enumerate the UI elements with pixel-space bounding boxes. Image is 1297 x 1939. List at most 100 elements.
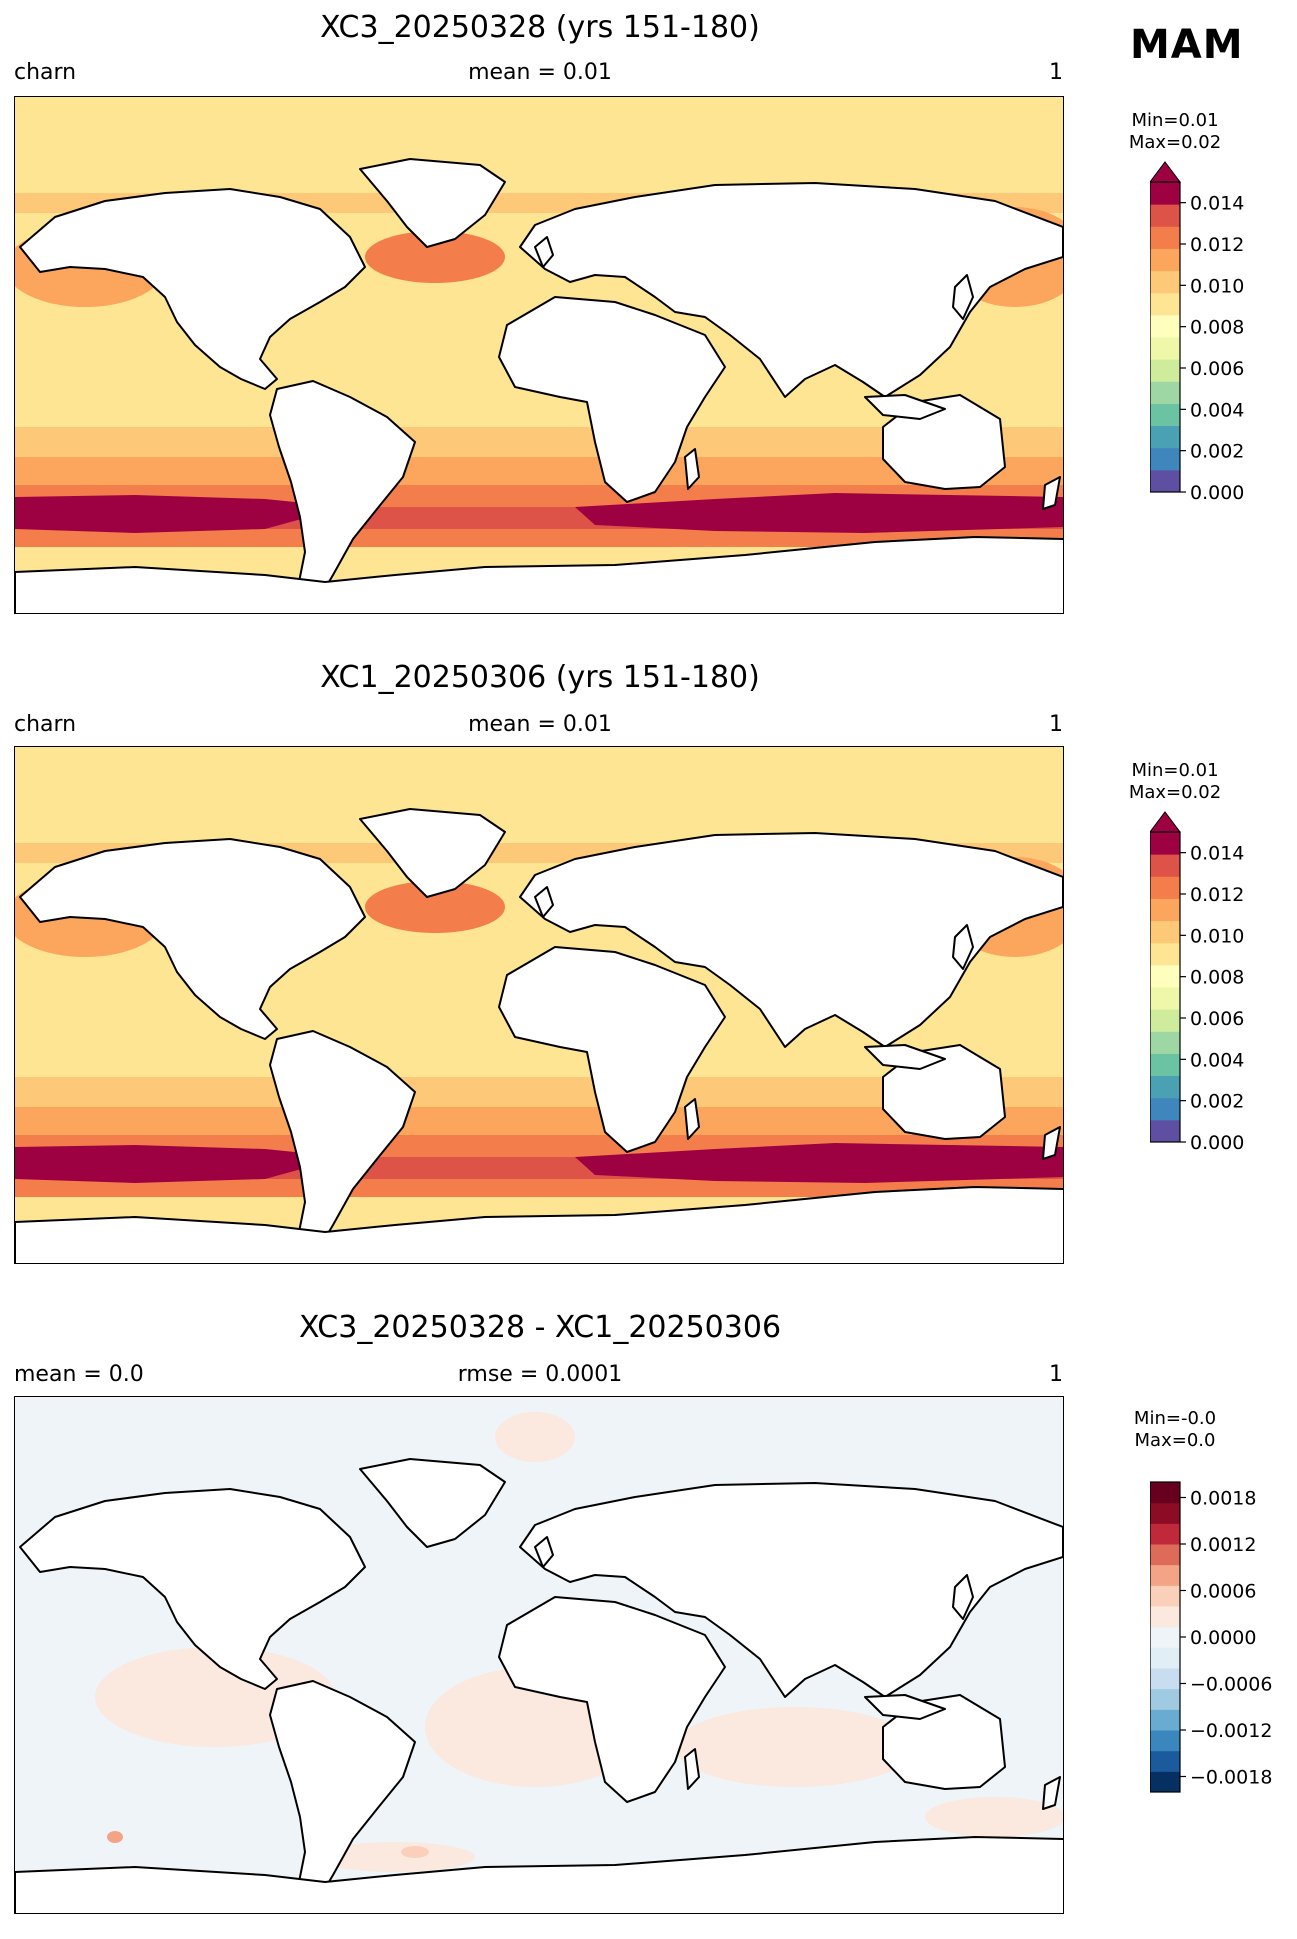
colorbar-tick-label: 0.006 — [1190, 1008, 1244, 1030]
colorbar-swatch — [1150, 876, 1180, 899]
colorbar-swatch — [1150, 1585, 1180, 1607]
colorbar-swatch — [1150, 425, 1180, 449]
colorbar-frame — [1149, 831, 1181, 1143]
continent-uk — [534, 236, 554, 268]
colorbar: 0.014 0.012 0.010 0.008 0.006 0.004 0.002 0.000 — [1149, 810, 1290, 1164]
colorbar-tick-label: 0.004 — [1190, 399, 1244, 421]
continent-indonesia — [864, 394, 946, 420]
max-label: Max=0.0 — [1134, 1430, 1216, 1451]
units-label: 1 — [1049, 1362, 1063, 1387]
continent-africa — [498, 296, 726, 503]
colorbar-svg: 0.014 0.012 0.010 0.008 0.006 0.004 0.002 0.000 — [1149, 811, 1244, 1154]
colorbar-extend-arrow — [1149, 811, 1181, 833]
continent-eurasia — [519, 182, 1063, 398]
min-label: Min=-0.0 — [1133, 1408, 1217, 1429]
colorbar-swatch — [1150, 920, 1180, 944]
continent-japan — [952, 1574, 974, 1620]
continent-japan — [952, 274, 974, 320]
colorbar-swatch — [1150, 1119, 1180, 1143]
colorbar-swatch — [1150, 1730, 1180, 1752]
colorbar-tick-label: −0.0006 — [1190, 1674, 1272, 1696]
colorbar-tick-label: 0.004 — [1190, 1049, 1244, 1071]
anomaly-patch-2 — [675, 1707, 915, 1787]
colorbar-tick-label: 0.0000 — [1190, 1627, 1256, 1649]
colorbar-tick-label: −0.0018 — [1190, 1767, 1272, 1789]
season-label: MAM — [1130, 22, 1244, 68]
colorbar-swatch — [1150, 987, 1180, 1010]
colorbar-swatch — [1150, 1031, 1180, 1054]
max-core-indian-pacific — [575, 1143, 1063, 1183]
colorbar-tick-label: 0.0006 — [1190, 1581, 1256, 1603]
continent-eurasia — [519, 832, 1063, 1048]
colorbar-swatch — [1150, 1544, 1180, 1566]
colorbar-swatch — [1150, 1502, 1180, 1524]
mean-label: mean = 0.01 — [468, 712, 612, 737]
colorbar-frame — [1149, 181, 1181, 493]
colorbar-swatch — [1150, 1606, 1180, 1628]
anomaly-patch-7 — [401, 1846, 429, 1858]
map-svg — [15, 747, 1063, 1263]
continent-africa — [498, 946, 726, 1153]
variable-label: charn — [14, 60, 77, 85]
anomaly-patch-4 — [315, 1842, 475, 1872]
colorbar-swatch — [1150, 248, 1180, 272]
colorbar-tick-label: 0.0012 — [1190, 1534, 1256, 1556]
panel-title: XC3_20250328 - XC1_20250306 — [298, 1310, 782, 1345]
colorbar-tick-label: 0.002 — [1190, 441, 1244, 463]
colorbar-swatch — [1150, 182, 1180, 205]
rmse-label: rmse = 0.0001 — [457, 1362, 623, 1387]
colorbar-tick-label: 0.000 — [1190, 1132, 1244, 1154]
mean-label: mean = 0.0 — [14, 1362, 144, 1387]
continent-uk — [534, 1536, 554, 1568]
colorbar-swatch — [1150, 1688, 1180, 1710]
continent-new-zealand — [1042, 1776, 1061, 1810]
colorbar-svg: 0.014 0.012 0.010 0.008 0.006 0.004 0.002 0.000 — [1149, 161, 1244, 504]
colorbar-swatch — [1150, 1523, 1180, 1545]
anomaly-patch-6 — [107, 1831, 123, 1843]
colorbar-swatch — [1150, 1009, 1180, 1032]
continent-antarctica — [15, 1186, 1063, 1263]
max-label: Max=0.02 — [1128, 782, 1222, 803]
colorbar-swatch — [1150, 403, 1180, 427]
colorbar-swatch — [1150, 898, 1180, 922]
continent-south-america — [269, 380, 416, 603]
colorbar-tick-label: 0.010 — [1190, 275, 1244, 297]
colorbar-tick-label: −0.0012 — [1190, 1720, 1272, 1742]
colorbar-swatch — [1150, 1075, 1180, 1099]
band-southern-ocean-edge — [15, 529, 1063, 547]
units-label: 1 — [1049, 712, 1063, 737]
colorbar-swatch — [1150, 964, 1180, 988]
max-core-atlantic — [15, 495, 345, 533]
min-max-label: Min=0.01 Max=0.02 — [1105, 760, 1245, 804]
continent-madagascar — [684, 1098, 700, 1140]
colorbar-tick-label: 0.0018 — [1190, 1488, 1256, 1510]
map-plot — [14, 1396, 1064, 1914]
continent-greenland — [359, 808, 506, 898]
colorbar-tick-label: 0.002 — [1190, 1091, 1244, 1113]
colorbar-swatch — [1150, 1750, 1180, 1772]
continent-new-zealand — [1042, 476, 1061, 510]
colorbar-tick-label: 0.008 — [1190, 967, 1244, 989]
continent-madagascar — [684, 448, 700, 490]
map-svg — [15, 97, 1063, 613]
colorbar-tick-label: 0.010 — [1190, 925, 1244, 947]
continent-africa — [498, 1596, 726, 1803]
colorbar-swatch — [1150, 447, 1180, 471]
colorbar-swatch — [1150, 292, 1180, 316]
colorbar-swatch — [1150, 469, 1180, 493]
colorbar-swatch — [1150, 942, 1180, 966]
colorbar-swatch — [1150, 1626, 1180, 1648]
continent-new-zealand — [1042, 1126, 1061, 1160]
max-core-atlantic — [15, 1145, 345, 1183]
colorbar-swatch — [1150, 337, 1180, 360]
continent-greenland — [359, 158, 506, 248]
anomaly-patch-3 — [495, 1412, 575, 1462]
colorbar-tick-label: 0.008 — [1190, 317, 1244, 339]
continent-north-america — [19, 188, 366, 390]
north-atlantic-high — [365, 231, 505, 283]
colorbar-swatch — [1150, 1053, 1180, 1077]
colorbar-swatch — [1150, 1564, 1180, 1586]
map-svg — [15, 1397, 1063, 1913]
continent-north-america — [19, 1488, 366, 1690]
colorbar-tick-label: 0.012 — [1190, 234, 1244, 256]
